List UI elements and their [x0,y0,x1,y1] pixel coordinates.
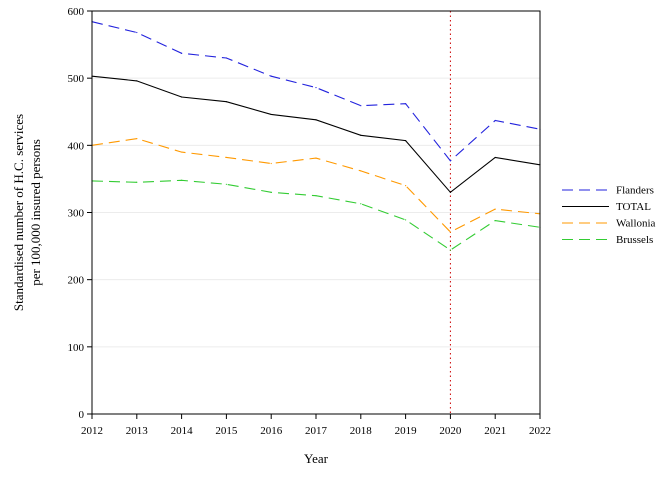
x-tick-label-2015: 2015 [215,425,238,437]
series-line-total [91,75,541,194]
x-tick-label-2022: 2022 [529,425,551,437]
data-point-flanders-2015 [225,57,227,59]
data-point-brussels-2013 [136,181,138,183]
data-point-brussels-2019 [405,219,407,221]
y-tick-label-300: 300 [68,208,85,220]
legend: Flanders TOTAL Wallonia Brussels [562,185,656,246]
data-point-brussels-2015 [225,183,227,185]
data-point-flanders-2016 [270,75,272,77]
data-point-total-2019 [405,140,407,142]
x-tick-label-2021: 2021 [484,425,506,437]
x-tick-label-2018: 2018 [350,425,373,437]
y-tick-label-500: 500 [68,73,85,85]
data-point-flanders-2017 [315,86,317,89]
x-tick-label-2016: 2016 [260,425,283,437]
data-point-brussels-2016 [270,191,272,193]
data-point-wallonia-2017 [315,157,317,159]
data-point-total-2015 [225,101,227,103]
y-tick-label-400: 400 [68,140,85,152]
x-tick-label-2012: 2012 [81,425,103,437]
x-tick-label-2017: 2017 [305,425,328,437]
legend-label-total: TOTAL [616,201,651,213]
x-tick-label-2020: 2020 [439,425,462,437]
data-point-flanders-2019 [405,103,407,105]
data-point-wallonia-2021 [494,208,496,210]
data-point-total-2013 [136,80,138,82]
data-point-total-2016 [270,113,272,116]
data-point-total-2014 [181,96,183,98]
data-point-total-2020 [449,191,451,193]
y-tick-label-100: 100 [68,342,85,354]
data-point-brussels-2017 [315,195,317,197]
series-line-brussels [91,179,541,251]
data-point-brussels-2020 [449,249,451,251]
data-point-brussels-2018 [360,203,362,205]
legend-label-brussels: Brussels [616,234,653,246]
axis-layer: 0 100 200 300 400 500 600 2012 2013 2014 2015 2016 2… [68,6,552,437]
data-point-wallonia-2013 [136,138,138,140]
data-point-brussels-2021 [494,219,496,222]
data-point-total-2017 [315,119,317,121]
data-point-wallonia-2015 [225,156,227,159]
grid-layer [92,10,540,415]
legend-label-wallonia: Wallonia [616,218,656,230]
y-tick-label-600: 600 [68,6,85,18]
data-point-wallonia-2014 [181,151,183,153]
x-axis-title: Year [304,451,329,466]
data-point-flanders-2014 [181,52,183,54]
data-point-wallonia-2018 [360,170,362,172]
y-axis-title-line-2: per 100,000 insured persons [28,139,43,286]
x-tick-label-2014: 2014 [171,425,194,437]
data-point-flanders-2018 [360,105,362,107]
data-point-wallonia-2020 [449,231,451,233]
series-line-flanders [91,21,541,162]
data-point-flanders-2013 [136,31,138,34]
data-point-total-2021 [494,156,496,159]
y-tick-label-0: 0 [79,409,85,421]
x-tick-label-2019: 2019 [395,425,418,437]
y-axis-title-line-1: Standardised number of H.C. services [11,114,26,311]
legend-label-flanders: Flanders [616,185,654,197]
data-point-wallonia-2016 [270,162,272,165]
data-point-brussels-2014 [181,179,183,181]
data-point-flanders-2021 [494,119,496,122]
series-layer [91,21,541,251]
series-line-wallonia [91,138,541,233]
y-tick-label-200: 200 [68,275,85,287]
x-tick-label-2013: 2013 [126,425,149,437]
data-point-total-2018 [360,134,362,136]
data-point-flanders-2020 [449,160,451,162]
data-point-wallonia-2019 [405,185,407,187]
